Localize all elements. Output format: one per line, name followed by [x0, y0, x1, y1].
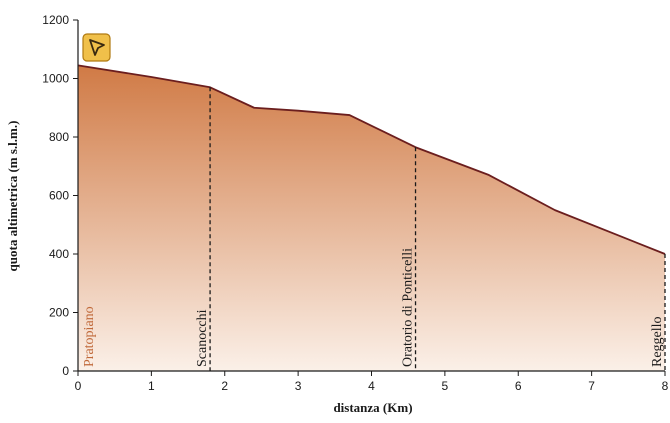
- x-tick-label: 1: [148, 379, 155, 393]
- x-tick-label: 2: [221, 379, 228, 393]
- annotation-labels: Pratopiano Scanocchi Oratorio di Ponticell…: [82, 248, 665, 367]
- y-axis-title: quota altimetrica (m s.l.m.): [5, 121, 20, 272]
- label-oratorio-di-ponticelli: Oratorio di Ponticelli: [401, 248, 416, 367]
- label-reggello: Reggello: [650, 316, 665, 367]
- pointer-arrow-icon: [82, 33, 111, 62]
- y-tick-label: 400: [49, 247, 69, 261]
- axes: 0 200 400 600 800 1000 1200 0 1 2 3 4 5 6 7 8: [42, 13, 668, 393]
- y-tick-label: 600: [49, 189, 69, 203]
- x-axis-title: distanza (Km): [333, 400, 412, 415]
- y-tick-label: 200: [49, 306, 69, 320]
- x-tick-label: 4: [368, 379, 375, 393]
- y-tick-label: 1000: [42, 72, 69, 86]
- label-scanocchi: Scanocchi: [195, 309, 210, 367]
- y-tick-label: 0: [62, 364, 69, 378]
- y-tick-label: 1200: [42, 13, 69, 27]
- elevation-area: [78, 65, 665, 372]
- x-tick-label: 0: [75, 379, 82, 393]
- x-tick-label: 6: [515, 379, 522, 393]
- y-tick-label: 800: [49, 130, 69, 144]
- x-tick-label: 5: [442, 379, 449, 393]
- label-pratopiano: Pratopiano: [82, 306, 97, 367]
- area-layer: [77, 64, 666, 372]
- x-tick-label: 7: [588, 379, 595, 393]
- x-tick-label: 8: [662, 379, 669, 393]
- elevation-line: [77, 64, 666, 255]
- x-tick-label: 3: [295, 379, 302, 393]
- dashed-markers: [209, 87, 666, 371]
